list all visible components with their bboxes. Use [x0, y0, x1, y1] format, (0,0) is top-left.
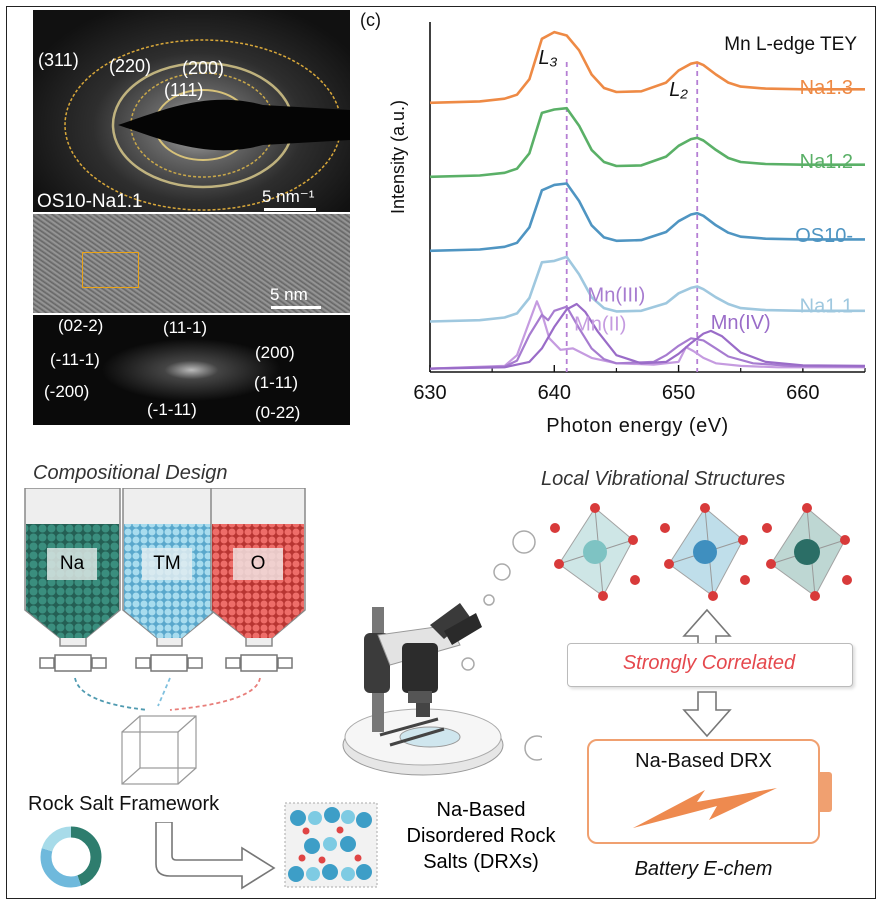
- microscope-illustration: [342, 603, 504, 776]
- saed-ring-label-200: (200): [182, 58, 225, 78]
- bent-arrow: [155, 822, 276, 890]
- series-line-2: [429, 182, 865, 253]
- series-line-1: [429, 106, 865, 179]
- fft-spot-label-0-22: (0-22): [255, 403, 301, 422]
- series-label-1: Na1.2: [800, 151, 853, 173]
- flow-arrow-tm: [157, 677, 171, 707]
- hoppers-illustration: [24, 488, 306, 711]
- series-line-3: [429, 255, 865, 323]
- hrtem-image: 5 nm: [33, 214, 350, 313]
- correlated-label: Strongly Correlated: [622, 652, 796, 674]
- beam-stop: [118, 99, 350, 151]
- chart-panel-label: (c): [360, 10, 381, 30]
- thought-bubbles: [461, 530, 542, 761]
- octahedron-1: [550, 503, 640, 601]
- octahedra-illustration: [550, 503, 852, 601]
- x-tick-label-640: 640: [538, 382, 571, 404]
- hrtem-region-box: [82, 252, 139, 288]
- fft-pattern-image: (02-2) (11-1) (200) (-11-1) (1-11) (-200…: [33, 315, 350, 425]
- fft-spot-label-1-11: (1-11): [254, 373, 299, 392]
- fft-spot-label-200-neg: (-200): [44, 382, 90, 401]
- x-tick-label-630: 630: [413, 382, 446, 404]
- battery-label: Na-Based DRX: [635, 750, 772, 772]
- saed-ring-label-311: (311): [38, 50, 79, 70]
- saed-ring-label-111: (111): [164, 80, 204, 100]
- hopper-label-tm: TM: [142, 548, 192, 580]
- reference-label-0: Mn(II): [574, 313, 626, 335]
- reference-label-2: Mn(IV): [711, 312, 771, 334]
- composition-donut: [40, 826, 102, 888]
- series-label-0: Na1.3: [800, 77, 853, 99]
- saed-scale-label: 5 nm⁻¹: [262, 187, 315, 206]
- fft-spot-label-11-1-neg: (-11-1): [50, 350, 100, 369]
- octahedron-3: [762, 503, 852, 601]
- reference-series-2: [429, 302, 866, 370]
- reference-series-1: [429, 305, 866, 370]
- l3-edge-label: L₃: [539, 47, 558, 69]
- series-label-2: OS10-: [795, 225, 853, 247]
- fft-spot-label-1-11-neg: (-1-11): [147, 400, 197, 419]
- correlated-box: [567, 643, 853, 687]
- saed-rings: [64, 39, 350, 211]
- hrtem-scale-label: 5 nm: [270, 285, 308, 304]
- reference-label-1: Mn(III): [588, 284, 646, 306]
- xas-chart: 630 640 650 660 Photon energy (eV) Intensity …: [388, 22, 866, 437]
- saed-ring-label-220: (220): [109, 56, 152, 76]
- hrtem-scale-bar: [271, 306, 321, 309]
- saed-sample-label: OS10-Na1.1: [37, 191, 143, 212]
- drx-crystal-structure: [284, 802, 378, 888]
- x-tick-label-660: 660: [786, 382, 819, 404]
- fft-spot-label-11-1: (11-1): [163, 318, 208, 337]
- battery-terminal: [820, 772, 832, 812]
- drx-label-line3: Salts (DRXs): [423, 851, 539, 873]
- hopper-label-na: Na: [47, 548, 97, 580]
- flow-arrow-na: [74, 677, 149, 711]
- design-title: Compositional Design: [33, 462, 228, 484]
- fft-spot-label-02-2: (02-2): [58, 316, 104, 335]
- series-label-3: Na1.1: [800, 296, 853, 318]
- saed-scale-bar: [264, 208, 316, 211]
- y-axis-label: Intensity (a.u.): [388, 100, 408, 214]
- hopper-label-o: O: [233, 548, 283, 580]
- saed-pattern-image: (311) (220) (200) (111) OS10-Na1.1 5 nm⁻…: [33, 10, 350, 212]
- reference-series-0: [429, 300, 865, 370]
- drx-label-line2: Disordered Rock: [406, 825, 556, 847]
- framework-label: Rock Salt Framework: [28, 793, 220, 815]
- x-tick-label-650: 650: [662, 382, 695, 404]
- chart-title: Mn L-edge TEY: [724, 34, 857, 55]
- rock-salt-cube: [121, 715, 197, 785]
- l2-edge-label: L₂: [669, 79, 688, 101]
- series-line-0: [429, 30, 865, 105]
- lightning-icon: [633, 788, 777, 828]
- figure-frame: [6, 6, 876, 899]
- flow-arrow-o: [169, 677, 261, 711]
- battery-caption: Battery E-chem: [634, 858, 773, 880]
- vibrational-title: Local Vibrational Structures: [541, 468, 786, 490]
- fft-spot-label-200: (200): [255, 343, 295, 362]
- octahedron-2: [660, 503, 750, 601]
- x-axis-label: Photon energy (eV): [546, 415, 728, 437]
- drx-label-line1: Na-Based: [436, 799, 526, 821]
